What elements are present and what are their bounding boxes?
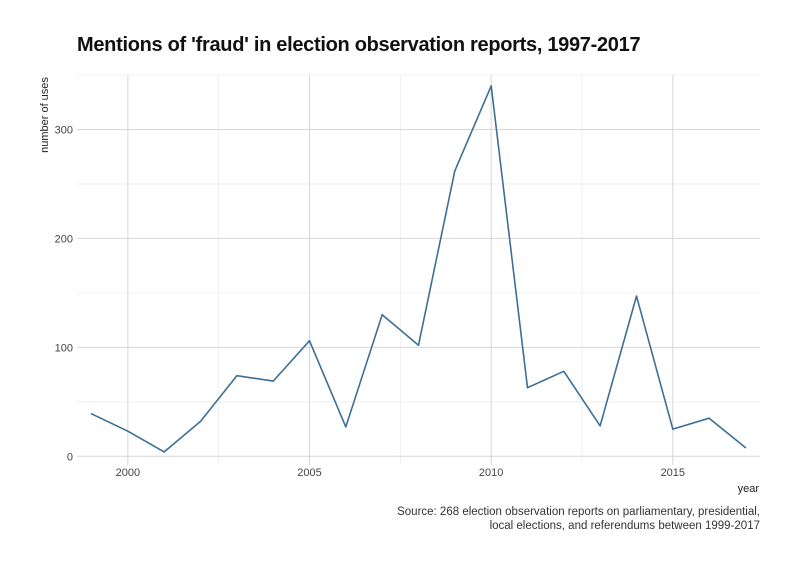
- series-layer: [90, 85, 747, 453]
- data-point: [199, 420, 202, 423]
- data-point: [490, 85, 492, 87]
- data-point: [90, 412, 93, 415]
- data-point: [417, 344, 420, 346]
- y-tick-label: 200: [55, 233, 73, 245]
- chart-title: Mentions of 'fraud' in election observat…: [77, 34, 641, 56]
- grid-major: [77, 75, 760, 465]
- data-point: [672, 428, 674, 430]
- x-tick-label: 2015: [661, 467, 685, 479]
- data-point: [635, 295, 638, 297]
- data-point: [744, 446, 747, 449]
- x-tick-label: 2005: [297, 467, 321, 479]
- y-tick-label: 300: [55, 124, 73, 136]
- data-point: [163, 451, 165, 453]
- data-point: [308, 340, 311, 342]
- x-tick-label: 2000: [116, 467, 140, 479]
- data-point: [127, 430, 129, 433]
- x-tick-label: 2010: [479, 467, 503, 479]
- caption-line: Source: 268 election observation reports…: [397, 506, 760, 518]
- y-axis-title: number of uses: [39, 77, 51, 153]
- data-point: [454, 170, 456, 172]
- data-point: [526, 386, 529, 389]
- data-point: [236, 374, 238, 377]
- x-axis-ticks: 2000 2005 2010 2015: [116, 467, 685, 479]
- y-tick-label: 0: [67, 451, 73, 463]
- x-axis-title: year: [738, 483, 760, 495]
- series-line: [91, 85, 747, 453]
- grid-minor: [77, 74, 760, 465]
- data-point: [708, 417, 710, 419]
- y-axis-ticks: 0 100 200 300: [55, 124, 73, 463]
- data-point: [381, 313, 383, 316]
- data-point: [272, 380, 274, 382]
- data-point: [563, 370, 565, 373]
- y-tick-label: 100: [55, 342, 73, 354]
- data-point: [345, 426, 347, 428]
- caption-line: local elections, and referendums between…: [489, 520, 760, 532]
- chart-caption: Source: 268 election observation reports…: [397, 505, 760, 533]
- data-point: [599, 424, 601, 427]
